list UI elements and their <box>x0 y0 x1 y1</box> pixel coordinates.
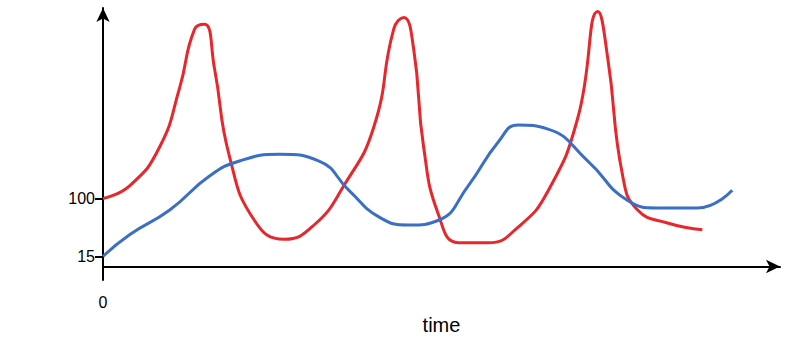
svg-text:100: 100 <box>68 190 95 207</box>
svg-text:0: 0 <box>99 294 108 311</box>
svg-text:15: 15 <box>77 248 95 265</box>
svg-text:time: time <box>423 314 461 336</box>
